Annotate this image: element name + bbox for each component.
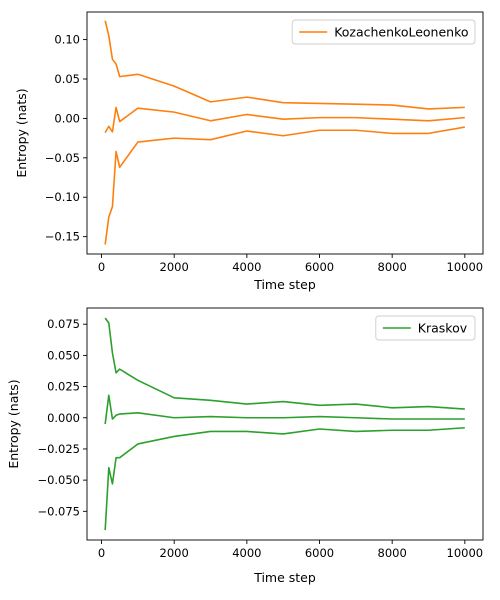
top-legend-label: KozachenkoLeonenko [334,25,468,40]
top-x-axis-label: Time step [253,277,316,292]
bottom-x-tick-label: 0 [98,546,105,560]
bottom-legend: Kraskov [375,315,476,341]
bottom-y-tick-label: −0.050 [37,473,80,487]
top-chart: 0 2000 4000 6000 8000 10000 −0.15 −0.10 −0.05 0.0… [14,11,484,292]
bottom-legend-label: Kraskov [418,321,468,336]
top-y-tick-label: −0.05 [45,151,80,165]
top-x-tick-label: 10000 [447,260,484,274]
top-legend-box [291,19,476,45]
top-series-line-1 [104,20,465,110]
top-x-tick-label: 2000 [160,260,189,274]
top-x-tick-label: 0 [98,260,105,274]
top-y-tick-label: 0.10 [54,33,80,47]
top-y-tick-label: 0.05 [54,72,80,86]
bottom-x-tick-label: 6000 [305,546,334,560]
bottom-series-line-2 [104,394,465,425]
top-y-tick-label: 0.00 [54,111,80,125]
bottom-x-axis-label: Time step [253,570,316,585]
bottom-plot-area [87,308,483,540]
bottom-y-tick-label: −0.075 [37,504,80,518]
bottom-x-tick-label: 8000 [378,546,407,560]
top-axes-frame [86,11,484,255]
bottom-series-line-3 [104,426,465,531]
top-y-tick-label: −0.15 [45,230,80,244]
bottom-x-tick-label: 2000 [160,546,189,560]
bottom-y-axis-label: Entropy (nats) [6,379,21,468]
bottom-x-tick-label: 10000 [447,546,484,560]
bottom-axes-frame [86,307,484,541]
bottom-x-tick-label: 4000 [232,546,261,560]
bottom-y-tick-label: 0.025 [47,380,80,394]
top-y-axis-label: Entropy (nats) [14,88,29,177]
top-legend: KozachenkoLeonenko [291,19,476,45]
top-x-tick-label: 8000 [378,260,407,274]
bottom-y-tick-label: 0.000 [47,411,80,425]
top-y-tick-label: −0.10 [45,190,80,204]
bottom-y-tick-label: 0.075 [47,317,80,331]
bottom-chart: 0 2000 4000 6000 8000 10000 −0.075 −0.050 −0.025… [6,307,484,585]
bottom-legend-box [375,315,476,341]
top-x-tick-label: 6000 [305,260,334,274]
top-series-line-2 [104,106,465,134]
top-series-line-3 [104,126,465,245]
bottom-series-line-1 [104,317,465,410]
bottom-y-tick-label: 0.050 [47,348,80,362]
bottom-y-tick-label: −0.025 [37,442,80,456]
top-x-tick-label: 4000 [232,260,261,274]
